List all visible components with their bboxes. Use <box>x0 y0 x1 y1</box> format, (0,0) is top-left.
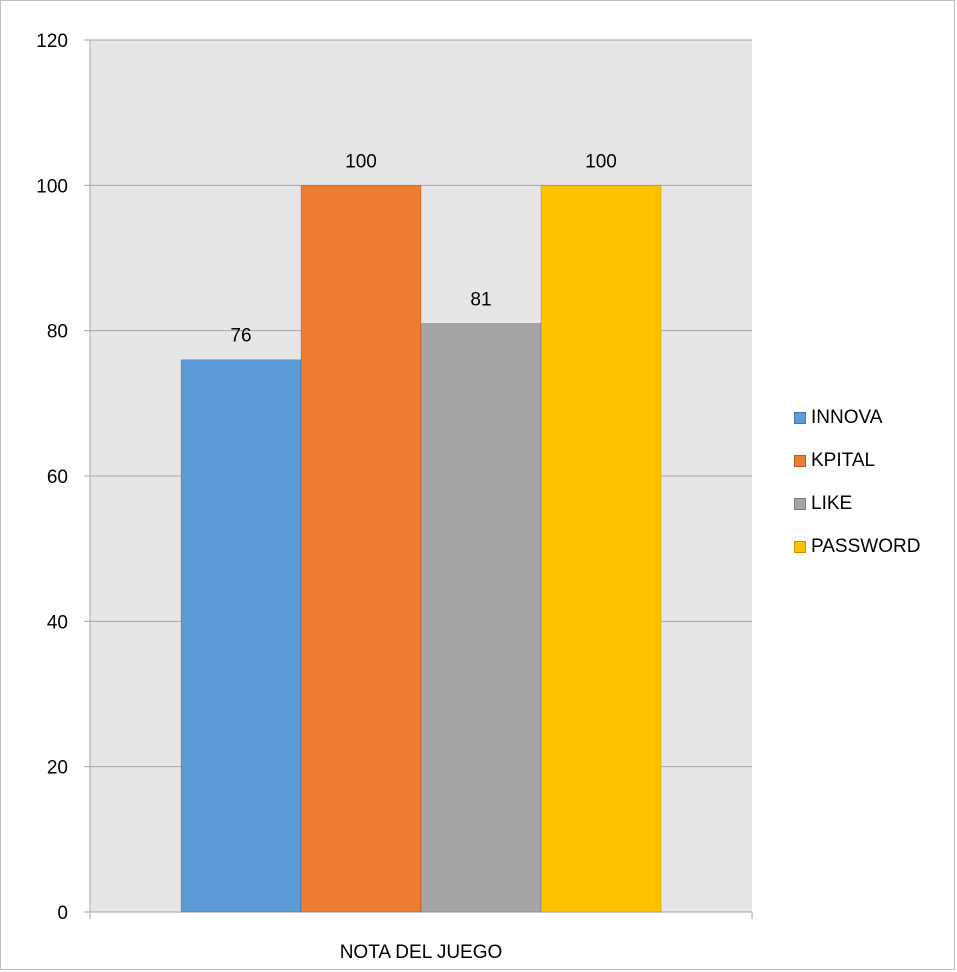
y-tick-label: 0 <box>57 903 68 924</box>
legend-swatch <box>794 541 806 553</box>
data-label: 100 <box>345 151 377 172</box>
chart-legend: INNOVA KPITAL LIKE PASSWORD <box>794 408 954 580</box>
y-tick-label: 80 <box>47 322 68 343</box>
y-tick-label: 120 <box>36 31 68 52</box>
data-label: 76 <box>230 326 251 347</box>
bar-like <box>420 323 542 913</box>
legend-label: INNOVA <box>811 407 883 428</box>
legend-label: KPITAL <box>811 450 876 471</box>
legend-swatch <box>794 412 806 424</box>
y-tick-label: 40 <box>47 612 68 633</box>
legend-item-innova: INNOVA <box>794 408 954 428</box>
legend-label: PASSWORD <box>811 536 921 557</box>
data-label: 100 <box>585 151 617 172</box>
data-label: 81 <box>470 289 491 310</box>
bar-innova <box>180 359 302 913</box>
legend-swatch <box>794 455 806 467</box>
y-tick-label: 20 <box>47 758 68 779</box>
legend-item-password: PASSWORD <box>794 537 954 557</box>
x-category-label: NOTA DEL JUEGO <box>340 942 503 963</box>
legend-item-like: LIKE <box>794 494 954 514</box>
bar-password <box>540 185 662 913</box>
y-tick-label: 60 <box>47 467 68 488</box>
legend-item-kpital: KPITAL <box>794 451 954 471</box>
legend-label: LIKE <box>811 493 853 514</box>
legend-swatch <box>794 498 806 510</box>
bar-kpital <box>300 185 422 913</box>
y-tick-label: 100 <box>36 176 68 197</box>
